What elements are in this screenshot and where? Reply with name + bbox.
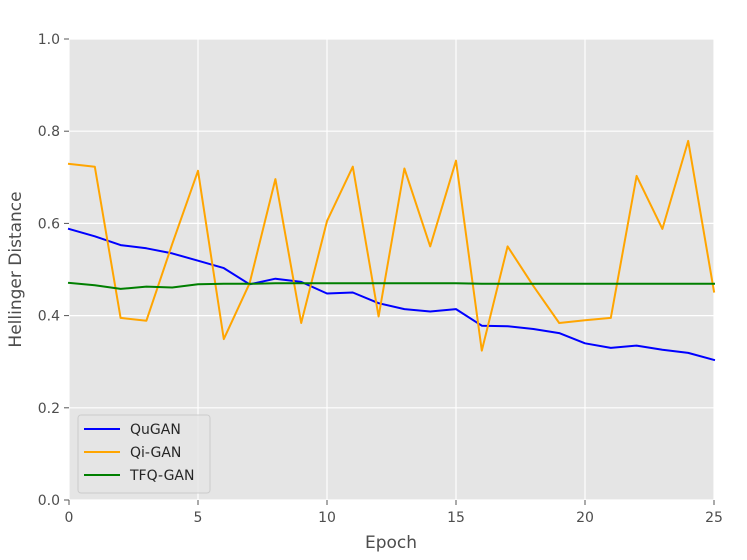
y-tick-label: 0.4 — [38, 309, 60, 325]
y-tick-label: 0.6 — [38, 216, 60, 232]
x-tick-label: 15 — [447, 510, 465, 526]
legend-label-qi-gan: Qi-GAN — [130, 445, 181, 461]
y-tick-label: 0.8 — [38, 124, 60, 140]
legend-label-tfq-gan: TFQ-GAN — [129, 468, 194, 484]
y-tick-label: 0.0 — [38, 493, 60, 509]
grid-lines — [68, 38, 715, 501]
x-tick-label: 20 — [576, 510, 594, 526]
series-lines — [67, 139, 716, 362]
legend: QuGAN Qi-GAN TFQ-GAN — [77, 414, 211, 494]
series-line-qi-gan — [67, 139, 716, 352]
series-line-tfq-gan — [67, 281, 715, 290]
x-tick-label: 10 — [318, 510, 336, 526]
x-tick-label: 0 — [65, 510, 74, 526]
legend-label-qugan: QuGAN — [130, 422, 181, 438]
y-tick-label: 1.0 — [38, 32, 60, 48]
series-line-qugan — [67, 227, 716, 362]
x-tick-label: 25 — [705, 510, 723, 526]
axis-ticks: 0 5 10 15 20 25 0.0 0.2 0.4 0.6 0.8 1.0 — [38, 32, 723, 526]
x-tick-label: 5 — [194, 510, 203, 526]
legend-box — [77, 414, 211, 494]
x-axis-label: Epoch — [365, 533, 417, 553]
y-axis-label: Hellinger Distance — [6, 191, 26, 347]
y-tick-label: 0.2 — [38, 401, 60, 417]
